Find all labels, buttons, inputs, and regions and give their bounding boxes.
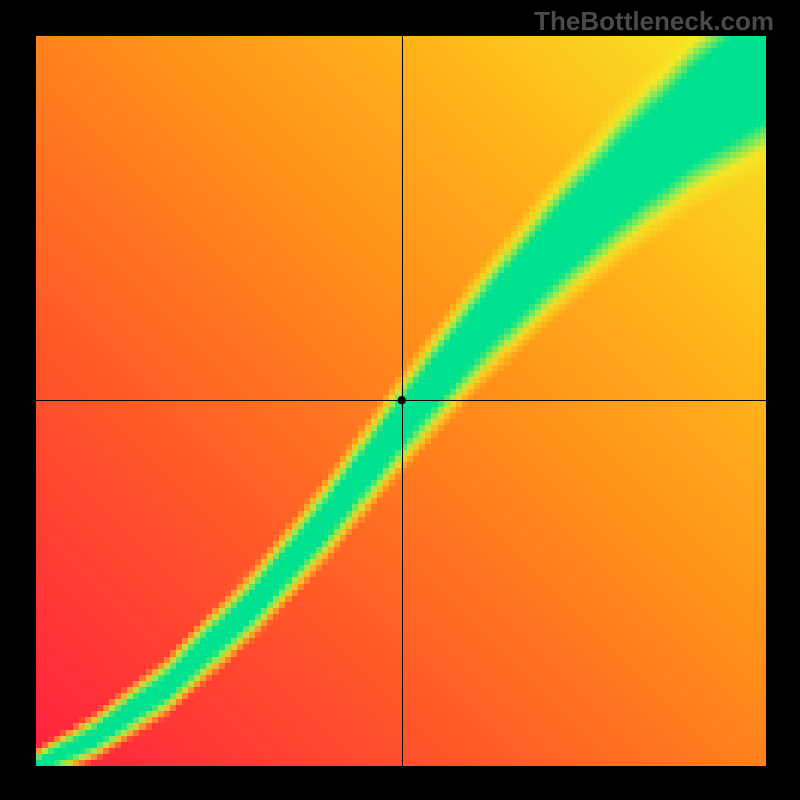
bottleneck-heatmap — [36, 36, 766, 766]
watermark-text: TheBottleneck.com — [534, 6, 774, 37]
